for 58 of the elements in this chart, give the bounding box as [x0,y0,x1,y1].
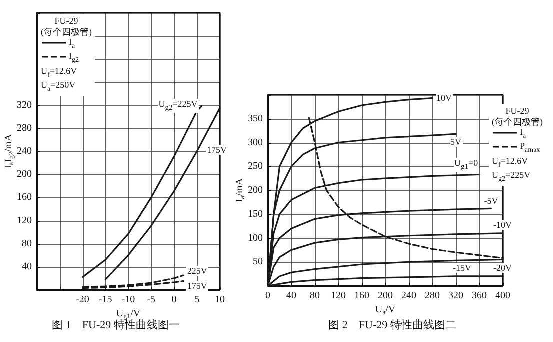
x-tick-label: 360 [472,290,487,302]
annotation: (每个四极管) [41,26,92,37]
y-tick-label: 280 [17,122,32,134]
x-tick-label: 120 [331,290,346,302]
y-tick-label: 120 [17,215,32,226]
x-tick-label: 40 [286,290,296,302]
x-tick-label: 320 [448,290,464,302]
text: 图 1 FU-29 特性曲线图一 [52,318,180,332]
y-tick-label: 80 [22,238,32,250]
series-label: 175V [206,145,228,156]
series-label: -20V [492,263,513,274]
y-tick-label: 150 [248,208,263,220]
series-label: -5V [483,196,500,206]
y-tick-label: 320 [17,100,32,111]
y-tick-label: 200 [248,185,263,196]
x-tick-label: -20 [76,294,90,306]
text: 图 2 FU-29 特性曲线图二 [328,318,456,332]
y-tick-label: 160 [17,192,32,204]
x-tick-label: 400 [496,290,510,302]
y-tick-label: 50 [253,256,263,268]
y-tick-label: 100 [248,232,263,244]
x-tick-label: -10 [122,294,136,306]
x-tick-label: -5 [147,294,156,306]
x-tick-label: 160 [354,290,370,302]
series-label: 225V [186,266,208,276]
series-label: -10V [492,220,513,230]
annotation: I$_{a}$ [69,37,76,50]
series-label: 175V [186,281,208,292]
annotation: U$_{f}$=12.6V [492,156,530,170]
series-label: U$_{g2}$=225V [158,99,199,114]
series-label: 5V [450,137,462,148]
annotation: U$_{a}$=250V [41,80,77,94]
y-tick-label: 240 [17,146,32,157]
series-label: U$_{g1}$=0 [454,158,480,172]
annotation: U$_{f}$=12.6V [41,66,78,80]
x-tick-label: 5 [194,294,200,306]
y-tick-label: 40 [22,261,32,272]
x-tick-label: 240 [402,290,416,302]
text: P$_{amax}$ [520,141,540,154]
annotation: U$_{g2}$=225V [492,170,532,184]
x-tick-label: 10 [215,294,225,306]
y-tick-label: 200 [17,169,32,180]
x-tick-label: 80 [310,290,320,302]
annotation: I$_{g2}$ [69,51,79,64]
x-tick-label: 200 [378,290,393,302]
x-tick-label: -15 [98,294,112,306]
x-tick-label: 0 [266,290,270,302]
x-tick-label: 280 [425,290,440,302]
y-tick-label: 350 [248,113,263,124]
series-label: -15V [452,262,472,273]
series-label: 10V [436,93,453,104]
text: FU-29 [504,106,530,116]
x-tick-label: 0 [172,294,177,306]
y-tick-label: 300 [248,137,263,148]
annotation: (每个四极管) [492,116,543,127]
annotation: FU-29 [54,16,80,26]
y-tick-label: 250 [248,161,263,172]
text: I$_{a}$ [520,127,526,140]
